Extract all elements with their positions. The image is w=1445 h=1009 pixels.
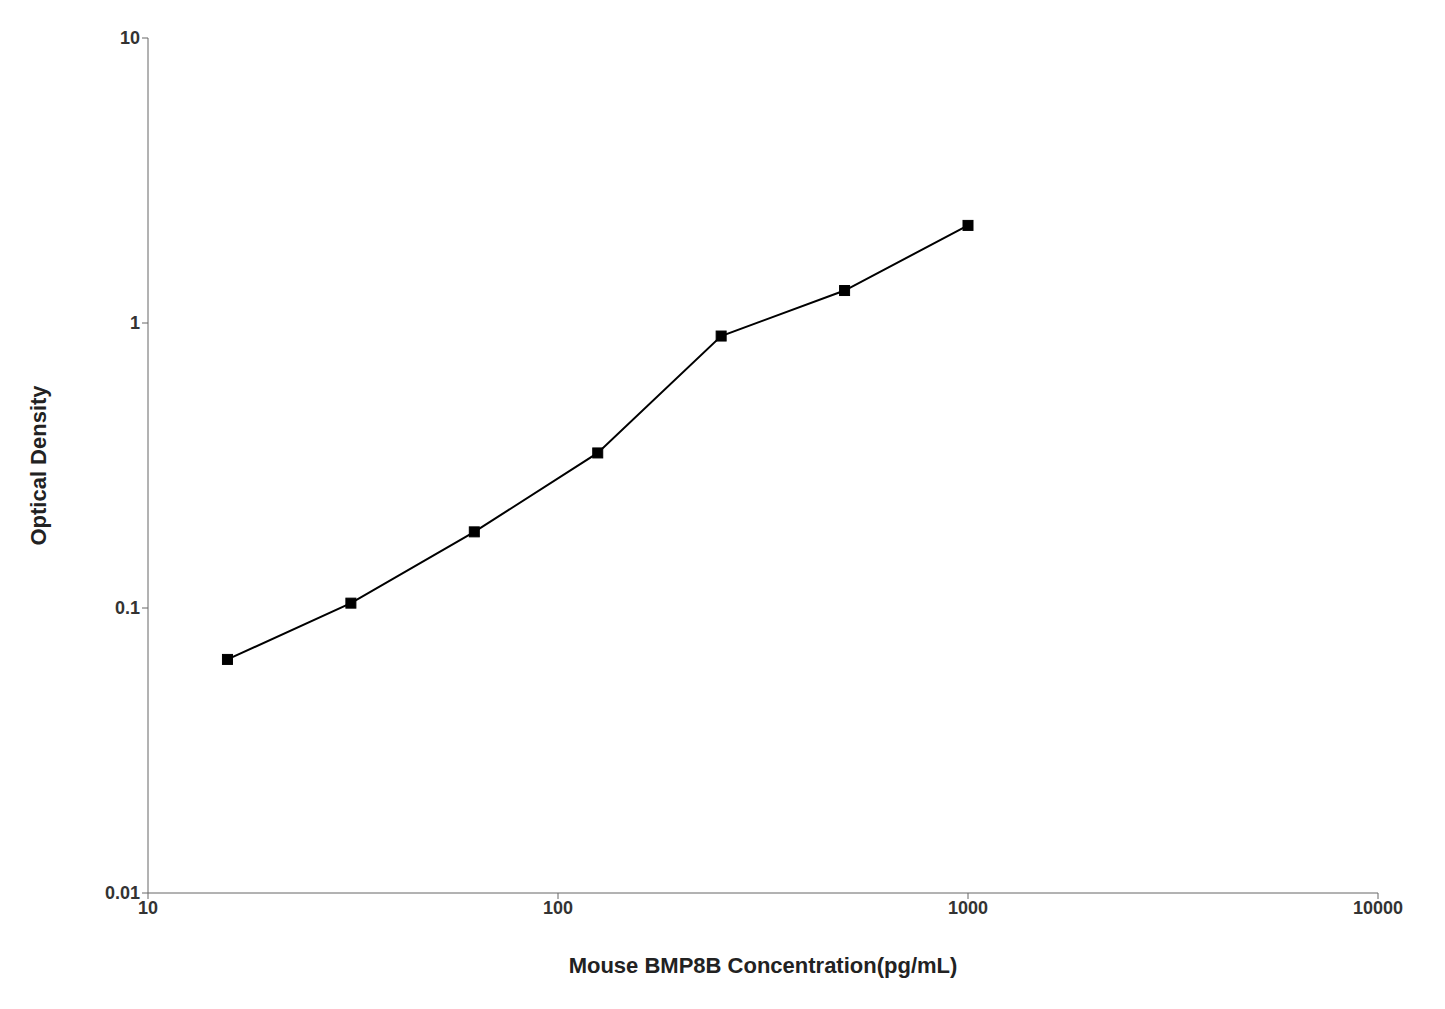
- svg-text:0.01: 0.01: [105, 883, 140, 903]
- svg-text:0.1: 0.1: [115, 598, 140, 618]
- svg-text:100: 100: [543, 898, 573, 918]
- svg-text:Optical Density: Optical Density: [26, 385, 51, 546]
- svg-text:10: 10: [120, 28, 140, 48]
- svg-text:1: 1: [130, 313, 140, 333]
- svg-text:Mouse BMP8B Concentration(pg/m: Mouse BMP8B Concentration(pg/mL): [569, 953, 958, 978]
- svg-text:10: 10: [138, 898, 158, 918]
- svg-text:10000: 10000: [1353, 898, 1403, 918]
- svg-text:1000: 1000: [948, 898, 988, 918]
